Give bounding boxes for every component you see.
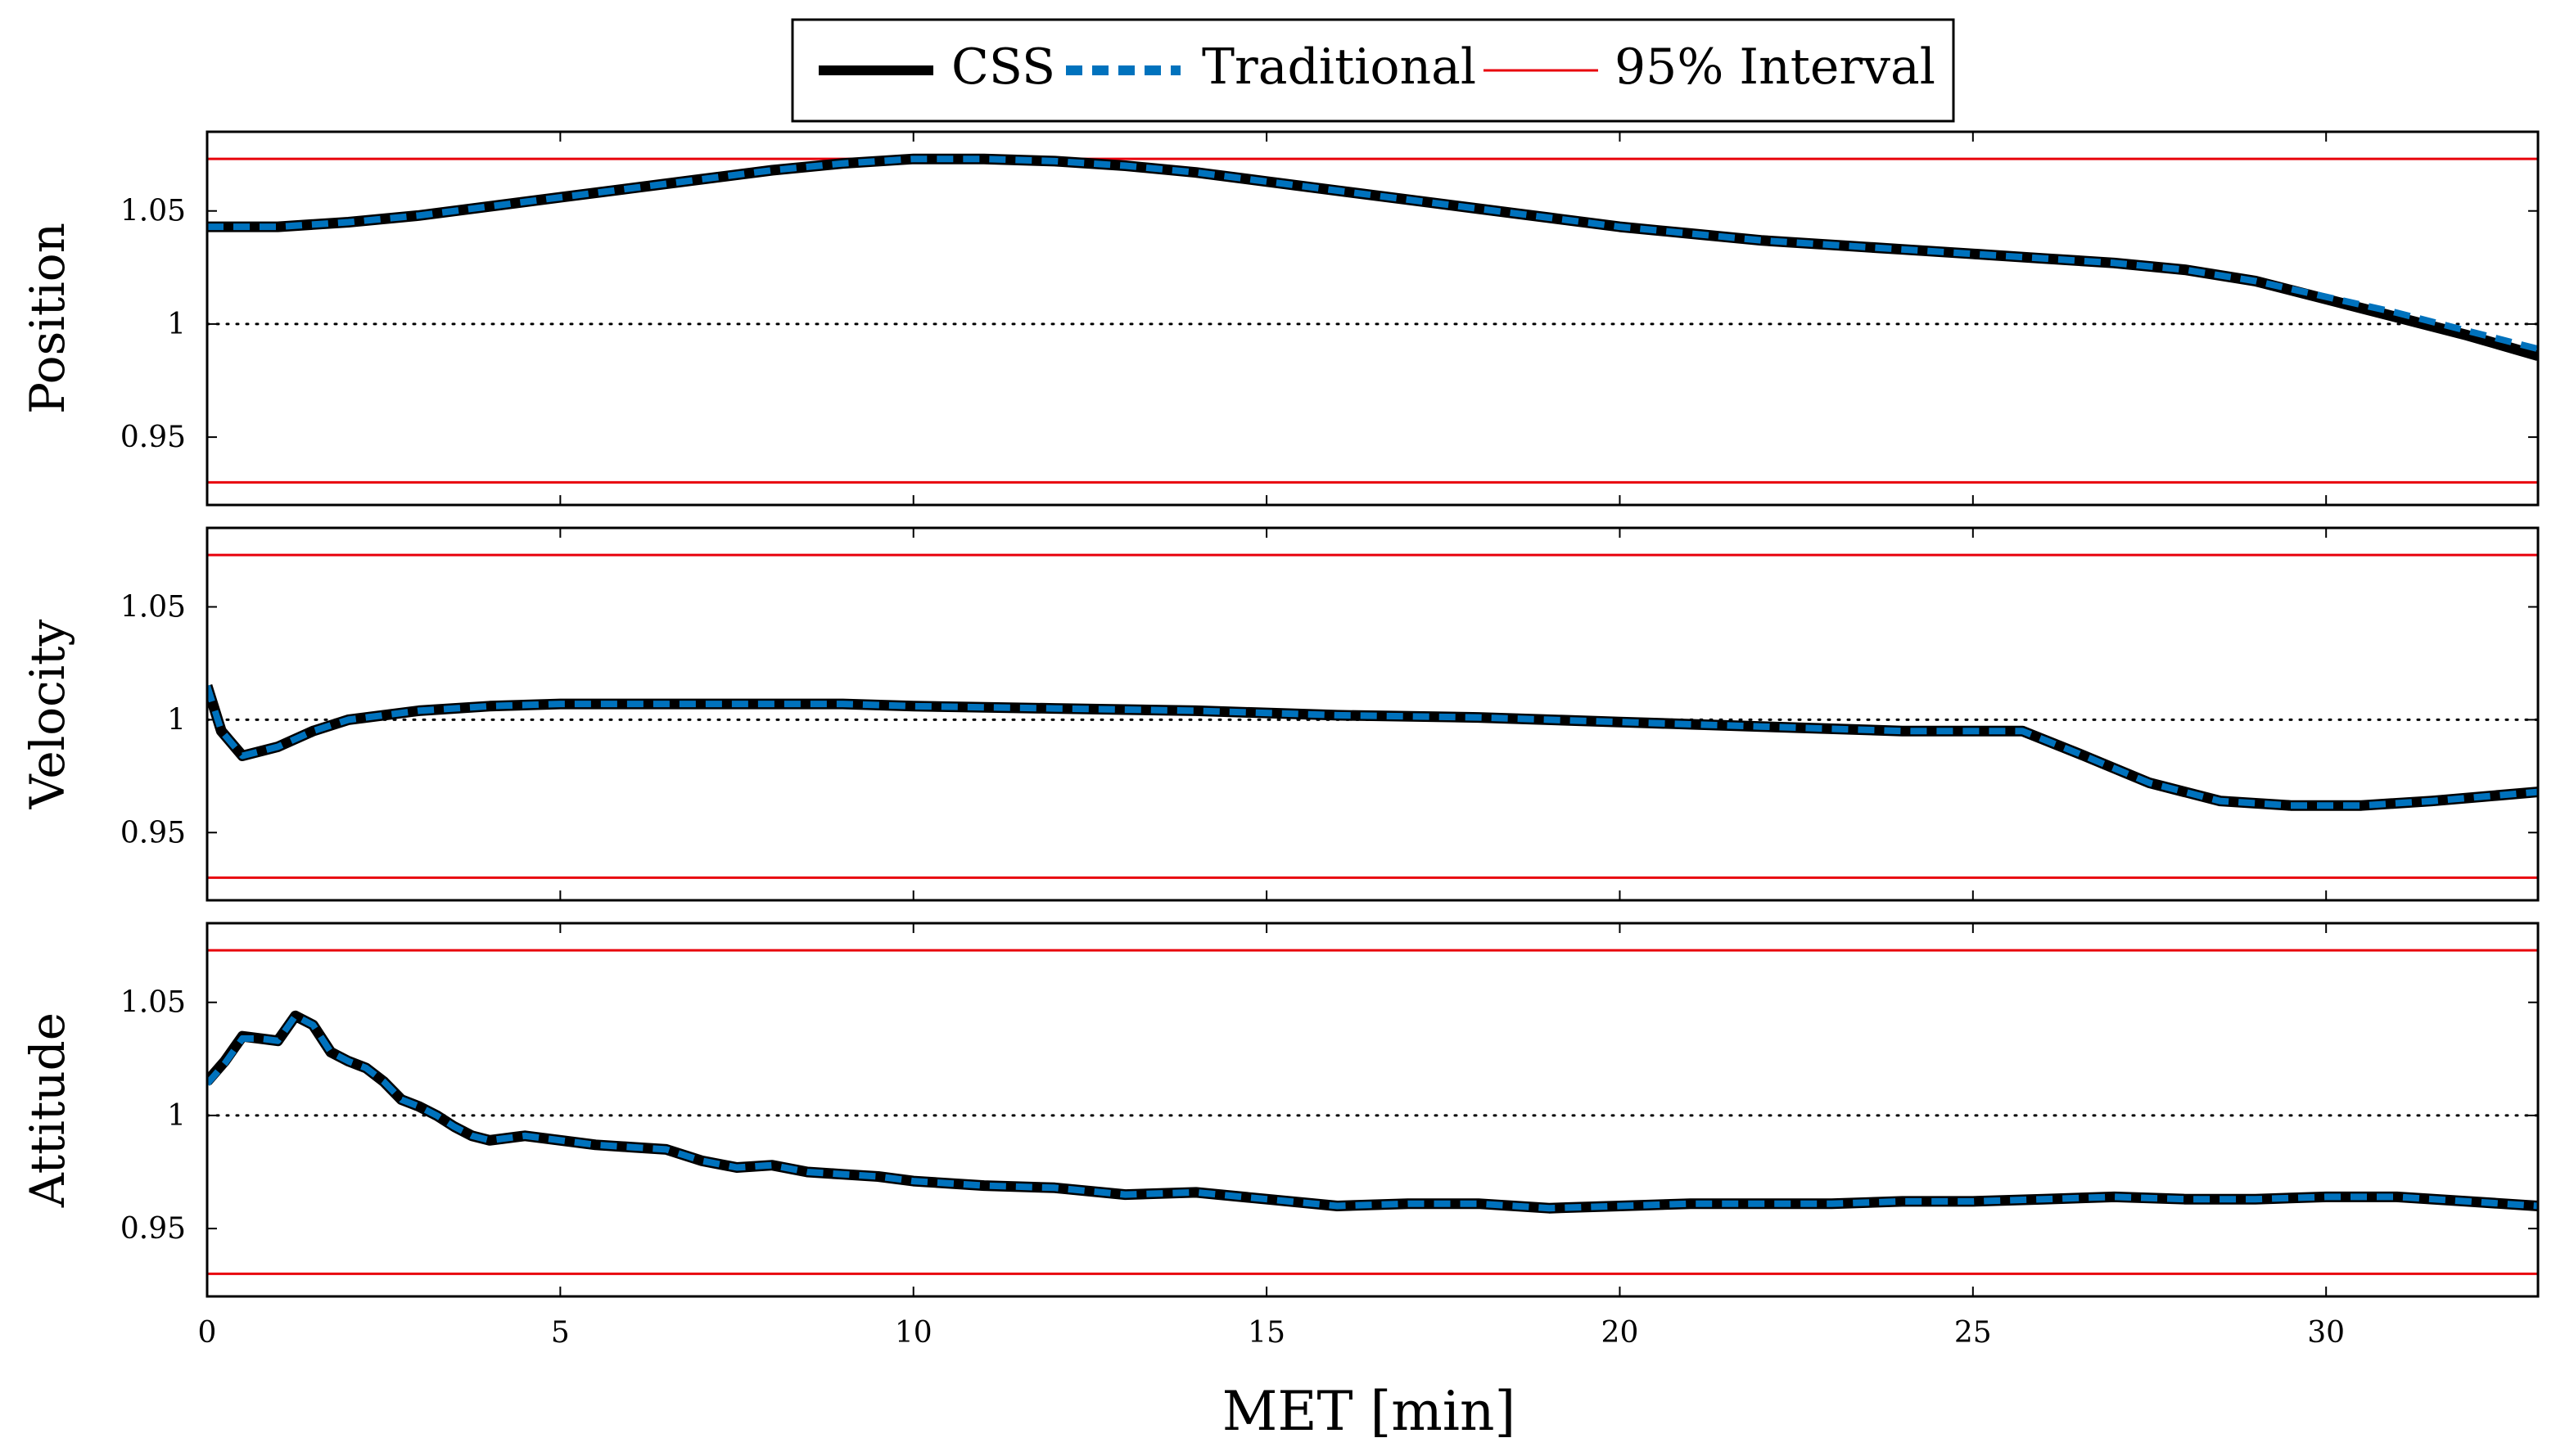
x-axis-ticks: 0 5 10 15 20 25 30 xyxy=(198,1316,2346,1350)
panel-velocity: 0.95 1 1.05 Velocity xyxy=(20,526,2540,902)
x-tick-label: 30 xyxy=(2307,1316,2345,1350)
y-tick-label: 1 xyxy=(167,1099,186,1133)
panel-frame xyxy=(205,130,2540,507)
x-tick-label: 5 xyxy=(551,1316,570,1350)
panels: 0.95 1 1.05 Position 0.95 1 1.05 Velocity 0.95 1 1… xyxy=(20,130,2540,1298)
y-axis-label: Position xyxy=(20,223,75,414)
legend-box xyxy=(791,18,1955,123)
panel-frame xyxy=(205,922,2540,1298)
x-tick-label: 10 xyxy=(895,1316,933,1350)
y-tick-label: 1.05 xyxy=(120,591,186,624)
legend: CSS Traditional 95% Interval xyxy=(791,18,1955,123)
legend-traditional-label: Traditional xyxy=(1202,38,1476,96)
panel-attitude: 0.95 1 1.05 Attitude xyxy=(20,922,2540,1298)
series-traditional-line xyxy=(207,1012,2538,1212)
y-tick-label: 0.95 xyxy=(120,1212,186,1246)
series-css-line xyxy=(207,1010,2538,1214)
y-tick-label: 1.05 xyxy=(120,986,186,1020)
y-tick-label: 1 xyxy=(167,703,186,737)
series-traditional-line xyxy=(207,156,2538,353)
panel-position: 0.95 1 1.05 Position xyxy=(20,130,2540,507)
x-axis-label: MET [min] xyxy=(1222,1380,1515,1443)
y-tick-label: 0.95 xyxy=(120,816,186,850)
panel-frame xyxy=(205,526,2540,902)
legend-interval-label: 95% Interval xyxy=(1614,38,1935,96)
x-tick-label: 15 xyxy=(1248,1316,1285,1350)
plot-area xyxy=(207,949,2538,1275)
y-tick-label: 0.95 xyxy=(120,421,186,454)
x-tick-label: 20 xyxy=(1601,1316,1639,1350)
plot-area xyxy=(207,153,2538,484)
y-axis-label: Velocity xyxy=(20,620,75,810)
y-axis-label: Attitude xyxy=(20,1012,75,1208)
series-css-line xyxy=(207,153,2538,361)
series-traditional-line xyxy=(207,684,2538,809)
x-tick-label: 0 xyxy=(198,1316,217,1350)
legend-css-label: CSS xyxy=(951,38,1055,96)
y-tick-label: 1.05 xyxy=(120,195,186,228)
y-tick-label: 1 xyxy=(167,308,186,341)
x-tick-label: 25 xyxy=(1954,1316,1992,1350)
plot-area xyxy=(207,553,2538,879)
